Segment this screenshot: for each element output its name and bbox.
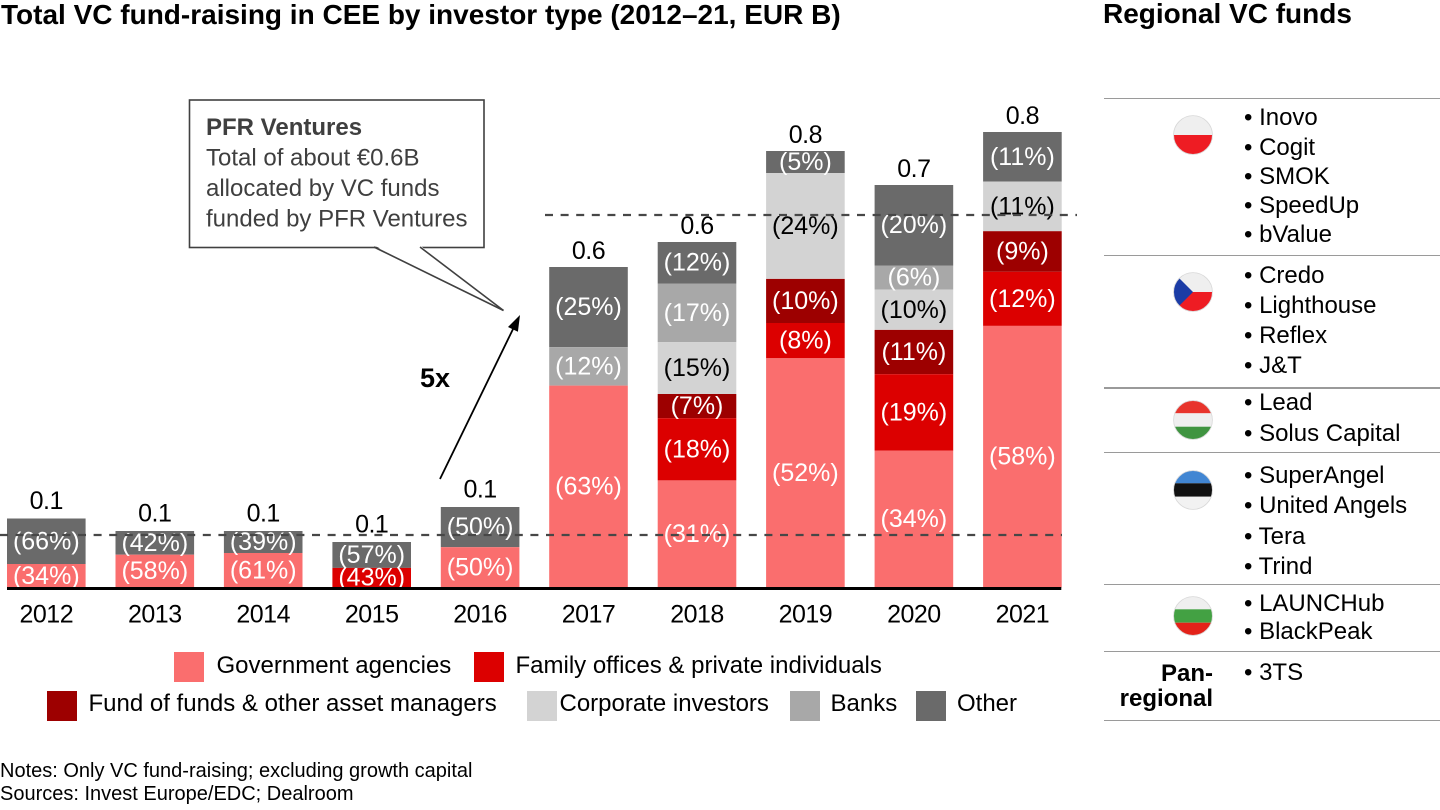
svg-text:(39%): (39%)	[230, 528, 297, 556]
svg-text:2012: 2012	[19, 601, 73, 629]
svg-text:(12%): (12%)	[989, 285, 1056, 313]
svg-text:(34%): (34%)	[881, 505, 948, 533]
svg-text:(8%): (8%)	[779, 327, 832, 355]
svg-text:2019: 2019	[779, 601, 833, 629]
svg-text:(50%): (50%)	[447, 553, 514, 581]
svg-text:2016: 2016	[453, 601, 507, 629]
svg-text:PFR Ventures: PFR Ventures	[206, 114, 362, 141]
svg-text:(57%): (57%)	[338, 541, 405, 569]
svg-text:(24%): (24%)	[772, 212, 839, 240]
svg-text:(10%): (10%)	[881, 296, 948, 324]
svg-text:0.1: 0.1	[138, 500, 171, 528]
svg-text:0.1: 0.1	[463, 476, 496, 504]
svg-text:(5%): (5%)	[779, 148, 832, 176]
svg-text:allocated by VC funds: allocated by VC funds	[206, 175, 439, 202]
svg-text:0.8: 0.8	[1006, 102, 1039, 130]
svg-text:2017: 2017	[562, 601, 616, 629]
svg-text:(52%): (52%)	[772, 459, 839, 487]
svg-text:2018: 2018	[670, 601, 724, 629]
svg-text:(63%): (63%)	[555, 473, 622, 501]
svg-text:(17%): (17%)	[664, 299, 731, 327]
svg-text:2020: 2020	[887, 601, 941, 629]
svg-text:(66%): (66%)	[13, 527, 80, 555]
svg-text:(11%): (11%)	[990, 143, 1055, 171]
svg-text:0.6: 0.6	[680, 212, 713, 240]
svg-text:(58%): (58%)	[121, 557, 188, 585]
svg-text:funded by PFR Ventures: funded by PFR Ventures	[206, 206, 468, 233]
svg-text:(25%): (25%)	[555, 293, 622, 321]
svg-text:(18%): (18%)	[664, 435, 731, 463]
svg-text:2014: 2014	[236, 601, 290, 629]
svg-text:0.7: 0.7	[897, 155, 930, 183]
svg-text:0.1: 0.1	[30, 487, 63, 515]
svg-text:0.1: 0.1	[355, 511, 388, 539]
svg-text:(34%): (34%)	[13, 562, 80, 590]
svg-text:0.1: 0.1	[247, 500, 280, 528]
svg-text:(58%): (58%)	[989, 443, 1056, 471]
svg-text:(9%): (9%)	[996, 238, 1049, 266]
svg-text:(10%): (10%)	[772, 287, 839, 315]
svg-text:0.8: 0.8	[789, 121, 822, 149]
svg-text:(12%): (12%)	[664, 249, 731, 277]
svg-text:(50%): (50%)	[447, 513, 514, 541]
svg-text:2013: 2013	[128, 601, 182, 629]
svg-text:Total of about €0.6B: Total of about €0.6B	[206, 145, 420, 172]
svg-text:5x: 5x	[420, 363, 450, 393]
svg-text:(15%): (15%)	[664, 354, 731, 382]
svg-text:(6%): (6%)	[888, 264, 941, 292]
svg-text:(11%): (11%)	[881, 338, 946, 366]
svg-text:(11%): (11%)	[990, 192, 1055, 220]
svg-text:(42%): (42%)	[121, 529, 188, 557]
svg-text:0.6: 0.6	[572, 237, 605, 265]
svg-text:(7%): (7%)	[671, 392, 724, 420]
svg-text:2015: 2015	[345, 601, 399, 629]
svg-text:(61%): (61%)	[230, 556, 297, 584]
svg-text:(12%): (12%)	[555, 352, 622, 380]
svg-text:(19%): (19%)	[881, 398, 948, 426]
svg-text:2021: 2021	[996, 601, 1050, 629]
